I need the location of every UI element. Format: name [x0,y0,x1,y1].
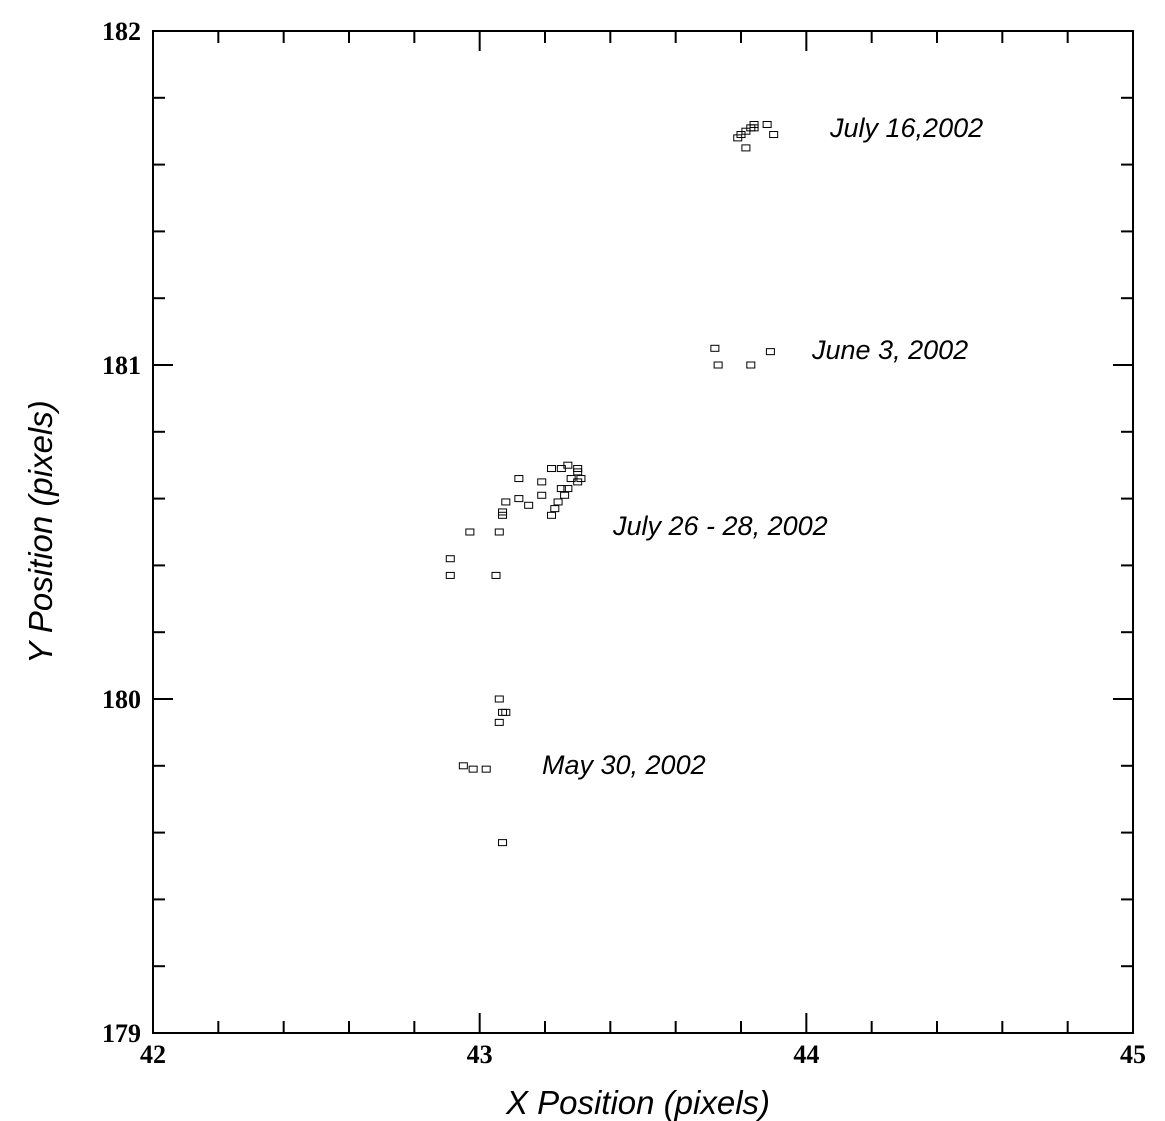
point [765,348,775,356]
point [547,511,557,519]
point [445,571,455,579]
annotation: June 3, 2002 [811,335,968,365]
y-tick-label: 181 [102,351,141,380]
point [769,131,779,139]
annotation: May 30, 2002 [542,750,706,780]
point [547,465,557,473]
point [514,495,524,503]
y-tick-label: 179 [102,1019,141,1048]
point [550,505,560,513]
point [537,478,547,486]
point [498,839,508,847]
x-tick-label: 45 [1120,1040,1146,1069]
point [741,144,751,152]
point [556,485,566,493]
y-axis-title: Y Position (pixels) [22,400,59,664]
point [537,491,547,499]
plot-frame [152,30,1134,1034]
y-tick-label: 180 [102,685,141,714]
point [468,765,478,773]
point [491,571,501,579]
point [563,485,573,493]
point [762,121,772,129]
point [498,708,508,716]
annotation: July 16,2002 [829,113,983,143]
point [494,528,504,536]
point [746,361,756,369]
point [501,708,511,716]
point [481,765,491,773]
point [514,475,524,483]
point [563,461,573,469]
point [498,511,508,519]
point [713,361,723,369]
y-tick-label: 182 [102,17,141,46]
annotation: July 26 - 28, 2002 [612,511,828,541]
x-tick-label: 43 [467,1040,493,1069]
point [560,491,570,499]
point [494,695,504,703]
point [458,762,468,770]
point [524,501,534,509]
point [445,555,455,563]
point [573,468,583,476]
point [465,528,475,536]
point [501,498,511,506]
point [710,344,720,352]
x-tick-label: 42 [140,1040,166,1069]
point [749,124,759,132]
point [566,475,576,483]
point [553,498,563,506]
point [494,718,504,726]
x-axis-title: X Position (pixels) [505,1084,770,1121]
x-tick-label: 44 [793,1040,819,1069]
